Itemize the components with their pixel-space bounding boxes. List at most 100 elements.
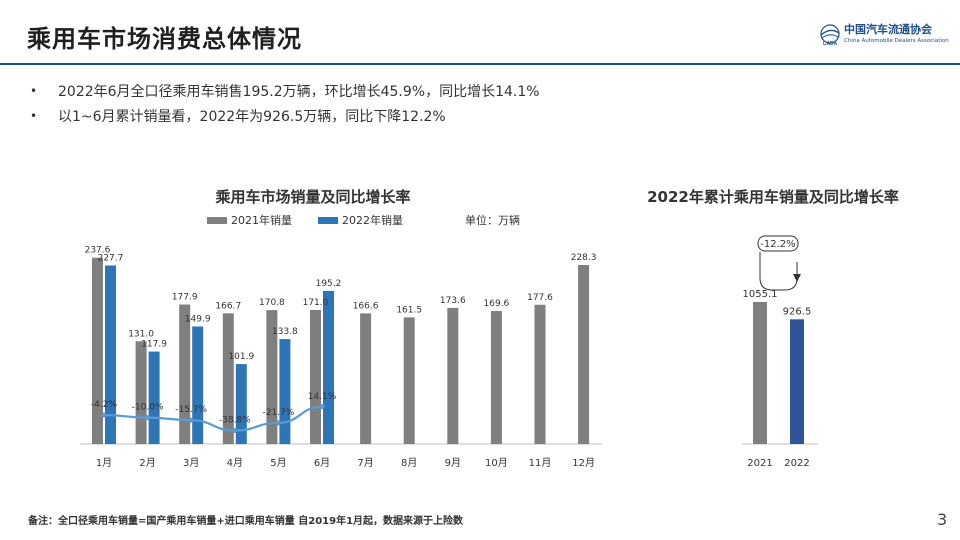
legend-swatch-2021: [207, 217, 227, 224]
bar-2021: [490, 311, 502, 444]
x-tick-label: 10月: [485, 457, 508, 469]
bar-2022-label: 101.9: [228, 352, 254, 362]
logo-name-cn: 中国汽车流通协会: [844, 23, 932, 36]
bar-2021-label: 169.6: [484, 299, 510, 309]
bar-2021: [222, 313, 234, 444]
change-arrow: [759, 252, 798, 291]
x-tick-label: 1月: [96, 457, 112, 469]
bar-2021: [360, 313, 372, 444]
bar-2021-label: 170.8: [259, 298, 285, 308]
bar-2021: [92, 257, 103, 444]
x-tick-label: 5月: [270, 457, 286, 469]
bar-2021-label: 237.6: [85, 246, 111, 256]
cumulative-bars: 1055.1 2021 926.5 2022: [743, 289, 812, 469]
growth-point-label: -10.0%: [132, 403, 164, 413]
bar-2022: [148, 351, 160, 444]
change-label: -12.2%: [760, 239, 795, 250]
logo-mark-text: CADA: [823, 41, 838, 47]
bar-2022: [105, 265, 116, 444]
bullet-dot-icon: •: [30, 83, 38, 98]
bar-2022-label: 227.7: [98, 253, 124, 263]
change-badge: [757, 235, 799, 252]
x-tick-label: 4月: [227, 457, 243, 469]
bar-2021: [578, 265, 590, 444]
monthly-chart: 乘用车市场销量及同比增长率 2021年销量 2022年销量 单位：万辆 -4.2…: [80, 188, 602, 469]
bullet-dot-icon: •: [30, 108, 38, 123]
header-divider: [0, 63, 960, 65]
bar-2021: [447, 307, 459, 444]
legend-label-2021: 2021年销量: [231, 213, 292, 227]
bar-2022: [192, 326, 204, 444]
cada-logo-icon: CADA: [820, 24, 840, 47]
x-tick-label: 11月: [529, 457, 552, 469]
summary-bullets: • 2022年6月全口径乘用车销售195.2万辆，环比增长45.9%，同比增长1…: [30, 78, 540, 128]
cumulative-x-tick-label: 2021: [747, 458, 772, 469]
bar-2021: [310, 309, 321, 444]
growth-point-label: 14.1%: [308, 392, 337, 402]
bar-2022: [235, 364, 247, 444]
bar-2021: [266, 310, 278, 444]
x-tick-label: 7月: [357, 457, 373, 469]
change-arrow-head-icon: [793, 274, 801, 282]
bar-2021-label: 131.0: [128, 329, 154, 339]
x-tick-label: 2月: [139, 457, 155, 469]
logo: CADA 中国汽车流通协会 China Automobile Dealers A…: [818, 21, 949, 51]
cumulative-chart: 2022年累计乘用车销量及同比增长率 1055.1 2021 926.5 2022 -…: [647, 188, 899, 469]
bar-2021-label: 177.9: [172, 293, 198, 303]
growth-point: [145, 415, 151, 421]
cumulative-bar-2022: [790, 319, 804, 444]
bar-2022: [323, 290, 334, 444]
legend-label-2022: 2022年销量: [342, 213, 403, 227]
bar-2021-label: 228.3: [571, 253, 597, 263]
page-number: 3: [937, 510, 948, 529]
growth-line-group: -4.2% -10.0% -15.7% -38.8% -21.7% 14.1%: [91, 392, 337, 434]
bar-2022-label: 195.2: [316, 279, 342, 289]
bar-2022-label: 133.8: [272, 327, 298, 337]
cumulative-chart-title: 2022年累计乘用车销量及同比增长率: [647, 188, 899, 206]
legend-swatch-2022: [318, 217, 338, 224]
x-tick-label: 8月: [401, 457, 417, 469]
bar-2021: [135, 341, 147, 444]
bar-2021: [403, 317, 415, 444]
logo-name-en: China Automobile Dealers Association: [844, 38, 949, 44]
header: 乘用车市场消费总体情况 CADA 中国汽车流通协会 China Automobi…: [0, 0, 960, 66]
bar-2021-label: 173.6: [440, 296, 466, 306]
unit-label: 单位：万辆: [465, 213, 520, 227]
bullet-text: 2022年6月全口径乘用车销售195.2万辆，环比增长45.9%，同比增长14.…: [58, 83, 540, 100]
monthly-chart-title: 乘用车市场销量及同比增长率: [214, 188, 410, 206]
cumulative-bar-label: 926.5: [783, 306, 812, 317]
growth-line: [103, 405, 323, 432]
growth-point-label: -38.8%: [219, 416, 251, 426]
growth-point: [232, 427, 238, 434]
growth-point-label: -4.2%: [91, 400, 118, 410]
x-tick-label: 3月: [183, 457, 199, 469]
bar-2021: [179, 304, 191, 444]
x-tick-label: 12月: [572, 457, 595, 469]
cumulative-bar-2021: [753, 302, 767, 444]
growth-point: [319, 404, 325, 410]
bar-2021-label: 161.5: [396, 305, 422, 315]
growth-point: [188, 417, 194, 423]
bar-2021: [534, 304, 546, 444]
growth-point: [101, 412, 107, 418]
monthly-bars: [92, 257, 590, 444]
growth-point: [275, 420, 281, 426]
page-title: 乘用车市场消费总体情况: [27, 25, 302, 53]
bar-2021-label: 171.0: [303, 298, 329, 308]
bar-2021-label: 166.7: [215, 301, 241, 311]
footnote: 备注：全口径乘用车销量=国产乘用车销量+进口乘用车销量 自2019年1月起，数据…: [28, 516, 464, 527]
x-tick-label: 9月: [445, 457, 461, 469]
bar-2021-label: 177.6: [527, 293, 553, 303]
bar-2022-label: 117.9: [141, 340, 167, 350]
bullet-item: • 以1~6月累计销量看，2022年为926.5万辆，同比下降12.2%: [30, 103, 540, 128]
bar-2022: [279, 339, 291, 444]
cumulative-x-tick-label: 2022: [784, 458, 809, 469]
bar-2022-label: 149.9: [185, 314, 211, 324]
bullet-item: • 2022年6月全口径乘用车销售195.2万辆，环比增长45.9%，同比增长1…: [30, 78, 540, 103]
growth-point-label: -21.7%: [262, 408, 294, 418]
bullet-text: 以1~6月累计销量看，2022年为926.5万辆，同比下降12.2%: [58, 108, 446, 125]
bar-2021-label: 166.6: [353, 301, 379, 311]
x-tick-label: 6月: [314, 457, 330, 469]
